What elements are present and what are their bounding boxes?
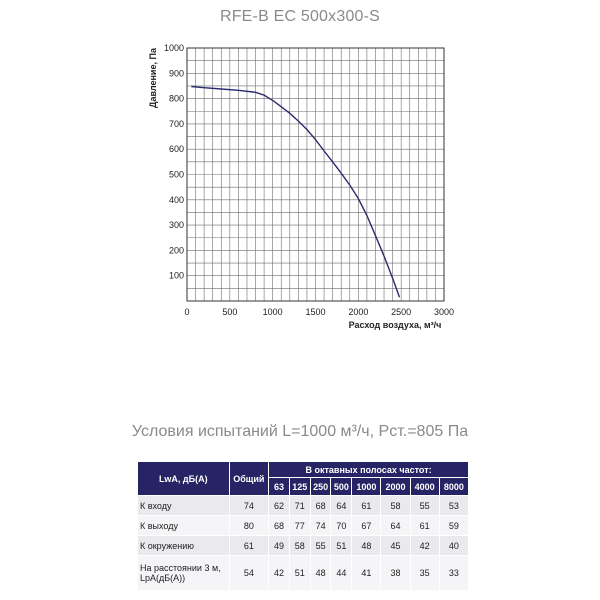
table-cell: 48 <box>351 535 382 556</box>
header-band-4000: 4000 <box>409 477 440 496</box>
table-cell: 64 <box>380 515 411 536</box>
table-row: К окружению 61 49 58 55 51 48 45 42 40 <box>137 535 470 556</box>
row-label: На расстоянии 3 м, LpA(дБ(A)) <box>137 555 230 591</box>
header-bands-row: 63 125 250 500 1000 2000 4000 8000 <box>138 477 470 496</box>
table-cell: 77 <box>288 515 311 536</box>
row-total: 80 <box>228 515 270 536</box>
x-tick-label: 500 <box>222 307 237 317</box>
chart-series <box>191 85 401 298</box>
table-cell: 58 <box>288 535 311 556</box>
y-tick-label: 900 <box>169 68 184 78</box>
header-band-250: 250 <box>309 477 332 496</box>
table-cell: 49 <box>268 535 290 556</box>
header-lwa: LwA, дБ(A) <box>137 461 230 496</box>
pressure-flow-chart: 0 500 1000 1500 2000 2500 3000 100 200 300 400 500 6… <box>148 43 454 330</box>
y-tick-label: 800 <box>169 94 184 104</box>
table-cell: 68 <box>309 495 332 516</box>
chart-grid <box>187 48 444 301</box>
header-band-63: 63 <box>268 477 290 496</box>
header-band-8000: 8000 <box>438 477 470 496</box>
table-cell: 71 <box>288 495 311 516</box>
table-cell: 64 <box>330 495 353 516</box>
table-cell: 62 <box>268 495 290 516</box>
table-row: К входу 74 62 71 68 64 61 58 55 53 <box>137 495 470 516</box>
table-cell: 51 <box>288 555 311 591</box>
y-tick-label: 1000 <box>164 43 184 53</box>
series-line-0 <box>191 85 401 298</box>
row-total: 54 <box>228 555 270 591</box>
header-band-1000: 1000 <box>351 477 382 496</box>
y-tick-label: 500 <box>169 170 184 180</box>
table-cell: 42 <box>268 555 290 591</box>
page-title: RFE-B EC 500x300-S <box>219 8 381 25</box>
header-band-500: 500 <box>330 477 353 496</box>
table-body: К входу 74 62 71 68 64 61 58 55 53 К выходу 80 68 77 7… <box>137 495 470 591</box>
row-total: 61 <box>228 535 270 556</box>
table-cell: 59 <box>438 515 470 536</box>
table-row: На расстоянии 3 м, LpA(дБ(A)) 54 42 51 48 44 4… <box>137 555 470 591</box>
header-octave-group: В октавных полосах частот: <box>268 461 469 478</box>
y-axis-label: Давление, Па <box>148 47 158 108</box>
test-conditions-caption: Условия испытаний L=1000 м³/ч, Рст.=805 … <box>131 423 469 440</box>
x-tick-label: 1000 <box>263 307 283 317</box>
table-cell: 58 <box>380 495 411 516</box>
table-cell: 45 <box>380 535 411 556</box>
y-tick-label: 200 <box>169 245 184 255</box>
table-cell: 67 <box>351 515 382 536</box>
table-cell: 42 <box>409 535 440 556</box>
x-tick-label: 2500 <box>391 307 411 317</box>
y-tick-label: 300 <box>169 220 184 230</box>
chart-axis-labels: Расход воздуха, м³/ч Давление, Па <box>148 47 441 330</box>
table-cell: 33 <box>438 555 470 591</box>
x-axis-label: Расход воздуха, м³/ч <box>349 320 442 330</box>
table-cell: 35 <box>409 555 440 591</box>
table-cell: 41 <box>351 555 382 591</box>
x-tick-label: 1500 <box>305 307 325 317</box>
table-row: К выходу 80 68 77 74 70 67 64 61 59 <box>137 515 470 536</box>
header-band-2000: 2000 <box>380 477 411 496</box>
table-cell: 70 <box>330 515 353 536</box>
table-cell: 40 <box>438 535 470 556</box>
sound-power-table: LwA, дБ(A) Общий В октавных полосах част… <box>137 461 470 591</box>
table-cell: 55 <box>309 535 332 556</box>
row-label: К входу <box>137 495 230 516</box>
table-cell: 74 <box>309 515 332 536</box>
x-tick-label: 2000 <box>348 307 368 317</box>
y-tick-label: 600 <box>169 144 184 154</box>
chart-axes <box>186 47 445 302</box>
table-cell: 51 <box>330 535 353 556</box>
table-cell: 53 <box>438 495 470 516</box>
row-label: К окружению <box>137 535 230 556</box>
table-cell: 55 <box>409 495 440 516</box>
y-tick-label: 400 <box>169 195 184 205</box>
row-total: 74 <box>228 495 270 516</box>
header-total: Общий <box>228 461 270 496</box>
y-tick-label: 700 <box>169 119 184 129</box>
header-band-125: 125 <box>288 477 311 496</box>
table-cell: 61 <box>351 495 382 516</box>
table-cell: 38 <box>380 555 411 591</box>
table-cell: 61 <box>409 515 440 536</box>
row-label: К выходу <box>137 515 230 536</box>
y-tick-label: 100 <box>169 271 184 281</box>
plot-frame <box>186 47 445 302</box>
table-cell: 44 <box>330 555 353 591</box>
table-cell: 68 <box>268 515 290 536</box>
x-tick-label: 3000 <box>434 307 454 317</box>
chart-tick-labels: 0 500 1000 1500 2000 2500 3000 100 200 300 400 500 6… <box>164 43 454 317</box>
table-cell: 48 <box>309 555 332 591</box>
x-tick-label: 0 <box>184 307 189 317</box>
